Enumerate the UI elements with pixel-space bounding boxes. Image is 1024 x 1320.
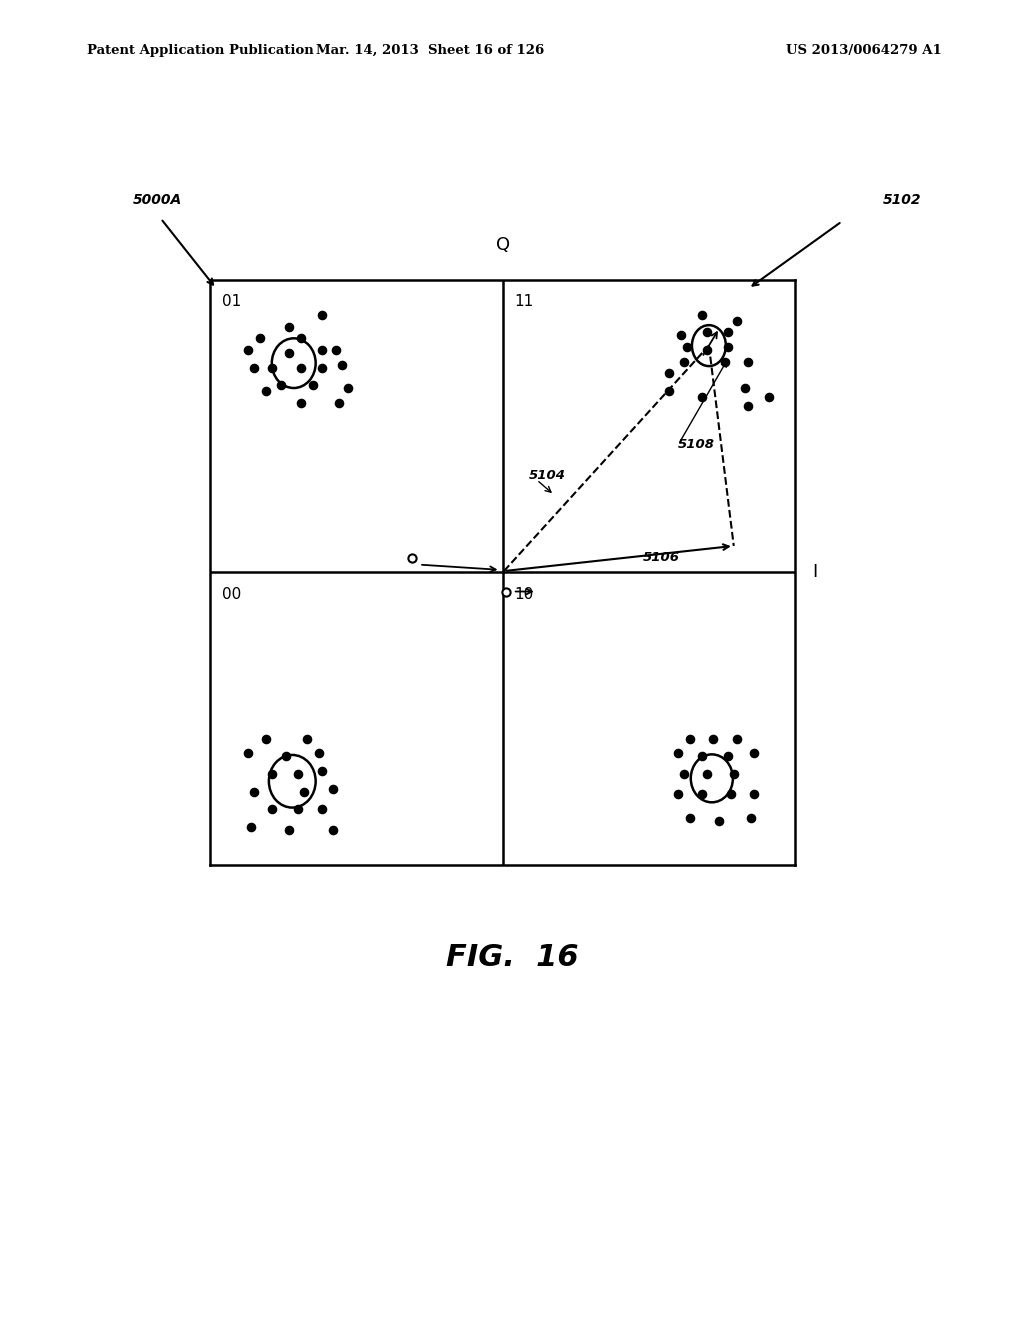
Text: 5104: 5104 [529,469,566,482]
Text: Mar. 14, 2013  Sheet 16 of 126: Mar. 14, 2013 Sheet 16 of 126 [316,44,544,57]
Point [746,743,763,764]
Point [325,777,341,799]
Text: 10: 10 [514,587,534,602]
Text: 5106: 5106 [643,552,680,564]
Point [720,322,736,343]
Point [720,746,736,767]
Point [246,781,262,803]
Point [682,808,698,829]
Point [761,387,777,408]
Point [662,363,678,384]
Point [263,763,280,784]
Point [296,781,312,803]
Point [241,743,257,764]
Point [313,305,330,326]
Point [279,746,295,767]
Text: 5108: 5108 [678,438,715,451]
Point [272,375,289,396]
Point [246,356,262,378]
Point [746,784,763,805]
Point [699,339,716,360]
Point [403,546,420,568]
Point [728,729,744,750]
Point [679,337,695,358]
Point [740,351,757,372]
Point [241,339,257,360]
Point [263,799,280,820]
Text: 01: 01 [222,294,242,309]
Point [693,305,710,326]
Point [726,763,742,784]
Point [699,322,716,343]
Point [282,315,298,337]
Text: 11: 11 [514,294,534,309]
Text: 00: 00 [222,587,242,602]
Point [258,729,274,750]
Point [673,325,689,346]
Point [717,351,733,372]
Point [290,799,306,820]
Point [682,729,698,750]
Point [699,763,716,784]
Point [313,760,330,781]
Point [740,395,757,416]
Text: Q: Q [496,235,510,253]
Point [293,327,309,348]
Point [293,392,309,413]
Point [723,784,739,805]
Point [706,729,722,750]
Point [252,327,268,348]
Point [290,763,306,784]
Point [293,356,309,378]
Point [325,818,341,840]
Point [728,310,744,331]
Point [258,380,274,401]
Text: 5102: 5102 [883,193,922,207]
Point [670,743,686,764]
Point [313,339,330,360]
Point [313,799,330,820]
Point [310,743,327,764]
Point [711,810,727,832]
Text: Patent Application Publication: Patent Application Publication [87,44,313,57]
Point [720,337,736,358]
Point [282,342,298,363]
Point [670,784,686,805]
Point [498,581,514,602]
Point [313,356,330,378]
Point [693,387,710,408]
Point [662,380,678,401]
Point [340,378,356,399]
Point [304,375,321,396]
Text: 5000A: 5000A [133,193,182,207]
Point [334,354,350,375]
Point [331,392,347,413]
Point [263,356,280,378]
Point [693,746,710,767]
Point [693,784,710,805]
Point [676,763,692,784]
Point [737,378,754,399]
Text: I: I [813,564,818,581]
Point [243,816,259,837]
Point [328,339,344,360]
Point [282,818,298,840]
Point [299,729,315,750]
Point [676,351,692,372]
Point [743,808,760,829]
Text: US 2013/0064279 A1: US 2013/0064279 A1 [786,44,942,57]
Text: FIG.  16: FIG. 16 [445,942,579,972]
